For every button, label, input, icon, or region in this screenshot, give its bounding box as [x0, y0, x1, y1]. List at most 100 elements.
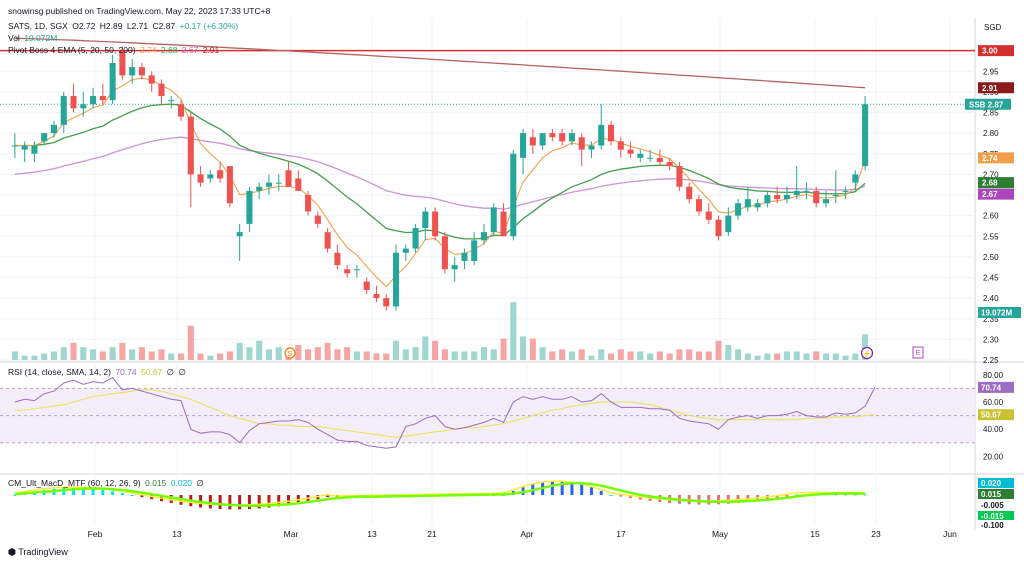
ema200-price-badge-text: 2.91	[982, 84, 998, 93]
macd-histogram-bar	[208, 495, 212, 509]
symbol-name[interactable]: SATS, 1D, SGX	[8, 21, 68, 31]
macd-badge-0015-text: 0.015	[981, 490, 1002, 499]
macd-label[interactable]: CM_Ult_MacD_MTF (60, 12, 26, 9)	[8, 478, 141, 488]
candle-body	[383, 298, 390, 307]
volume-bar	[480, 347, 488, 360]
macd-histogram-bar	[726, 495, 730, 504]
candle-body	[314, 215, 321, 224]
volume-bar	[373, 353, 380, 360]
candle-body	[148, 75, 155, 84]
macd-badge-neg0005	[978, 500, 1014, 510]
volume-bar	[705, 351, 712, 360]
ema-label[interactable]: Pivot Boss 4 EMA (5, 20, 50, 200)	[8, 45, 136, 55]
candle-body	[676, 166, 683, 187]
candle-body	[842, 190, 849, 192]
macd-line	[14, 481, 866, 507]
volume-bar	[402, 349, 409, 360]
volume-bar	[529, 338, 536, 360]
candle-body	[158, 83, 165, 96]
volume-line: Vol 19.072M	[8, 33, 59, 44]
macd-histogram-bar	[619, 495, 623, 497]
rsi-value-badge	[978, 381, 1014, 393]
volume-bar	[412, 347, 419, 360]
volume-bar	[754, 355, 761, 360]
candle-body	[783, 195, 790, 200]
macd-histogram-bar	[560, 480, 564, 495]
candle-body	[852, 174, 859, 183]
candle-body	[11, 145, 18, 147]
macd-histogram-bar	[599, 490, 603, 495]
macd-histogram-bar	[629, 495, 633, 499]
candle-body	[744, 199, 751, 208]
candle-body	[70, 96, 77, 109]
volume-bar	[695, 351, 703, 360]
rsi-label[interactable]: RSI (14, close, SMA, 14, 2)	[8, 367, 111, 377]
candle-body	[666, 162, 673, 167]
volume-bar	[344, 347, 351, 360]
candle-body	[607, 124, 615, 142]
x-tick-label: Apr	[520, 529, 533, 539]
macd-badge-neg0015-text: -0.015	[981, 512, 1004, 521]
volume-bar	[559, 349, 566, 360]
price-tick-label: 2.95	[983, 67, 999, 76]
hline-price-badge-text: 3.00	[982, 47, 998, 56]
rsi-extra-1: ∅	[166, 367, 175, 377]
macd-histogram-bar	[81, 488, 85, 495]
rsi-tick-label: 20.00	[983, 452, 1004, 461]
rsi-tick-label: 60.00	[983, 398, 1004, 407]
macd-badge-neg0100-text: -0.100	[981, 521, 1004, 530]
x-tick-label: Mar	[284, 529, 299, 539]
volume-bar	[138, 347, 145, 360]
rsi-value-badge-text: 70.74	[981, 383, 1002, 392]
macd-histogram-bar	[609, 495, 613, 496]
currency-label[interactable]: SGD	[984, 23, 1002, 32]
volume-bar	[637, 351, 644, 360]
ema5-price-badge	[978, 152, 1014, 164]
ema50-value: 2.67	[181, 45, 199, 55]
candle-body	[822, 199, 830, 204]
macd-histogram-bar	[120, 493, 124, 495]
volume-bar	[109, 347, 116, 360]
change-value: +0.17 (+6.30%)	[179, 21, 239, 31]
rsi-extra-2: ∅	[178, 367, 186, 377]
macd-badge-neg0100	[978, 520, 1014, 530]
volume-bar	[392, 340, 400, 360]
candle-body	[832, 195, 839, 196]
dividend-marker-icon	[284, 347, 296, 359]
macd-histogram-bar	[238, 495, 242, 510]
volume-bar	[598, 349, 605, 360]
volume-bar	[783, 351, 790, 360]
candle-body	[500, 211, 507, 237]
low-value: L2.71	[126, 21, 149, 31]
candle-body	[295, 178, 302, 191]
volume-bar	[70, 342, 77, 360]
price-tick-label: 2.70	[983, 170, 999, 179]
candle-body	[285, 170, 292, 187]
volume-badge-text: 19.072M	[981, 309, 1012, 318]
volume-bar	[305, 349, 312, 360]
volume-bar	[607, 353, 615, 360]
macd-histogram-bar	[228, 495, 232, 510]
candle-body	[686, 186, 693, 200]
ema200-price-badge	[978, 82, 1014, 94]
price-tick-label: 2.35	[983, 315, 999, 324]
x-tick-label: 13	[367, 529, 377, 539]
volume-label[interactable]: Vol	[8, 33, 20, 43]
volume-bar	[207, 355, 214, 360]
candle-body	[256, 186, 263, 191]
candle-body	[90, 96, 97, 105]
candle-body	[480, 232, 488, 241]
ema20-line	[14, 103, 866, 240]
rsi-sma-badge-text: 50.67	[981, 411, 1002, 420]
candle-body	[412, 228, 419, 249]
price-tick-label: 2.40	[983, 294, 999, 303]
volume-bar	[725, 345, 732, 360]
tradingview-footer[interactable]: ⬢ TradingView	[8, 547, 68, 558]
macd-line: CM_Ult_MacD_MTF (60, 12, 26, 9) 0.015 0.…	[8, 478, 206, 489]
x-tick-label: Jun	[943, 529, 957, 539]
candle-body	[138, 67, 145, 76]
candle-body	[265, 182, 273, 187]
candle-body	[549, 133, 556, 138]
